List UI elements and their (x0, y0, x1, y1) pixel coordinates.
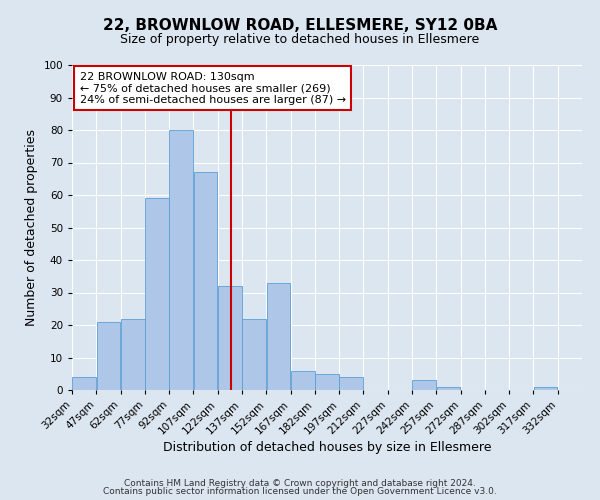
Text: Size of property relative to detached houses in Ellesmere: Size of property relative to detached ho… (121, 32, 479, 46)
Bar (194, 172, 217, 390)
Bar (145, 198, 169, 390)
Y-axis label: Number of detached properties: Number of detached properties (25, 129, 38, 326)
Text: Contains public sector information licensed under the Open Government Licence v3: Contains public sector information licen… (103, 487, 497, 496)
Bar (291, 370, 314, 390)
Bar (72, 377, 96, 390)
Bar (266, 283, 290, 390)
Bar (218, 286, 242, 390)
Bar (533, 387, 557, 390)
Text: 22 BROWNLOW ROAD: 130sqm
← 75% of detached houses are smaller (269)
24% of semi-: 22 BROWNLOW ROAD: 130sqm ← 75% of detach… (80, 72, 346, 104)
Bar (242, 318, 266, 390)
Bar (437, 387, 460, 390)
Bar (412, 380, 436, 390)
Text: Contains HM Land Registry data © Crown copyright and database right 2024.: Contains HM Land Registry data © Crown c… (124, 478, 476, 488)
Bar (121, 318, 145, 390)
Bar (97, 322, 121, 390)
Bar (169, 130, 193, 390)
Bar (315, 374, 339, 390)
Text: 22, BROWNLOW ROAD, ELLESMERE, SY12 0BA: 22, BROWNLOW ROAD, ELLESMERE, SY12 0BA (103, 18, 497, 32)
X-axis label: Distribution of detached houses by size in Ellesmere: Distribution of detached houses by size … (163, 442, 491, 454)
Bar (340, 377, 363, 390)
